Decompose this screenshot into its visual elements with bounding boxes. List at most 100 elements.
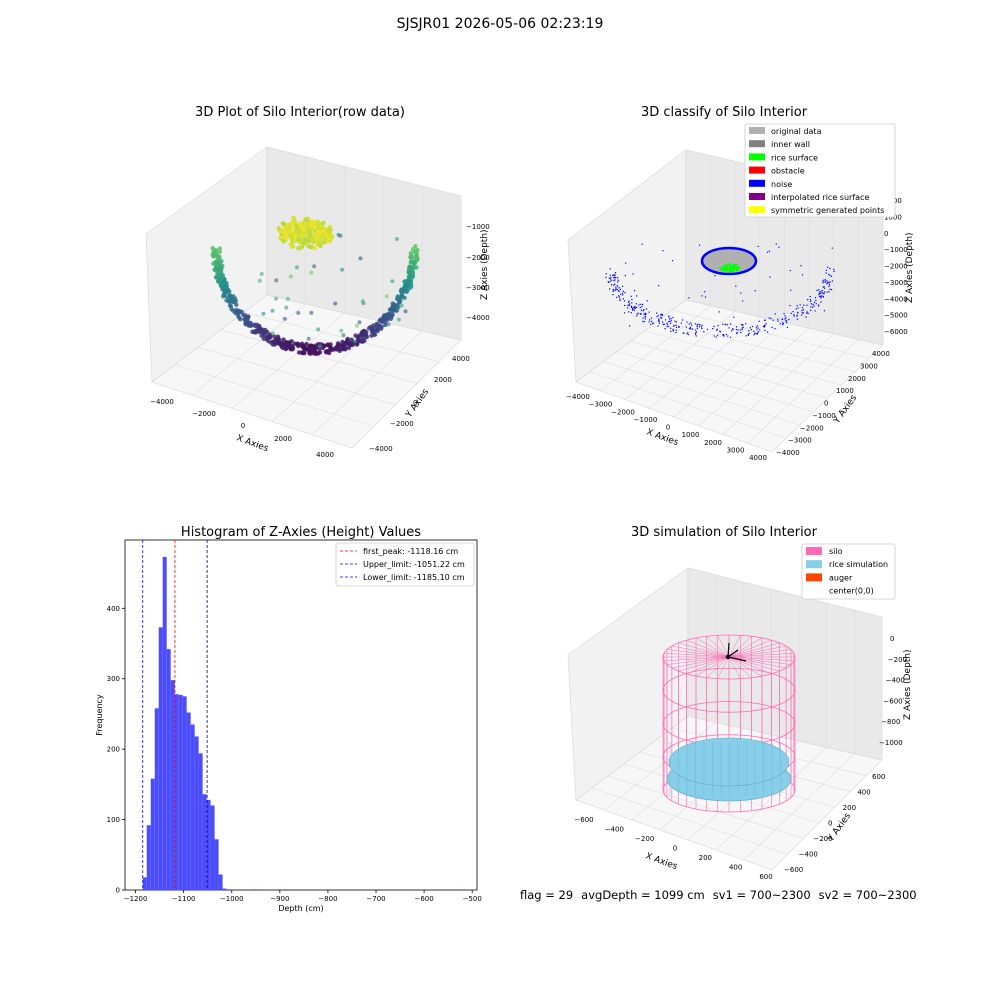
histogram-bar [210, 805, 215, 890]
noise-point [643, 321, 645, 323]
rice-surface-point [736, 268, 739, 271]
classify-3d-xtick: −3000 [589, 401, 613, 409]
noise-point [621, 285, 624, 287]
classify-legend-swatch [749, 166, 765, 174]
raw-data-point [414, 252, 419, 257]
noise-point [695, 329, 697, 331]
noise-point [688, 327, 691, 330]
noise-point [828, 285, 830, 287]
raw-data-point [402, 279, 407, 284]
raw-surface-point [294, 228, 300, 233]
classify-3d-legend: original data inner wall rice surface obsta… [744, 123, 896, 218]
noise-point [825, 272, 827, 274]
raw-data-point [358, 256, 363, 261]
raw-data-point [296, 310, 301, 315]
noise-point [819, 295, 821, 297]
raw-data-point [346, 345, 352, 351]
raw-data-point [317, 344, 322, 349]
noise-point [619, 299, 621, 302]
noise-point [741, 327, 743, 329]
noise-point [640, 312, 642, 315]
noise-point [652, 322, 654, 325]
noise-point [620, 293, 622, 295]
noise-point [674, 320, 676, 322]
raw-surface-point [306, 238, 311, 244]
noise-point [801, 307, 803, 309]
noise-point [810, 303, 812, 305]
noise-point [713, 335, 715, 337]
histogram-bar [146, 825, 151, 890]
raw-surface-point [315, 229, 321, 235]
noise-point [766, 251, 769, 253]
floor-gridline [197, 346, 396, 406]
raw-data-point [302, 350, 307, 356]
noise-point [698, 326, 701, 328]
histogram-bar [222, 888, 227, 890]
raw-3d-xtick: −4000 [150, 398, 174, 406]
raw-data-point [252, 330, 257, 335]
noise-point [818, 293, 820, 295]
raw-data-point [384, 315, 389, 321]
noise-point [641, 243, 643, 245]
rice-surface-point [719, 266, 722, 269]
classify-legend-swatch [749, 179, 765, 187]
noise-point [757, 331, 760, 333]
raw-data-point [236, 315, 242, 320]
simulation-rice-surface [666, 737, 792, 802]
raw-data-point [377, 318, 382, 324]
noise-point [609, 274, 611, 276]
histogram-ytick-label: 0 [116, 887, 120, 895]
noise-point [796, 318, 798, 320]
noise-point [756, 333, 758, 335]
silo-roof-wire [671, 645, 730, 658]
simulation-3d-ylabel: Y Axies [826, 811, 854, 844]
noise-point [701, 324, 703, 327]
classify-legend-label: obstacle [771, 167, 805, 176]
histogram-bar [170, 680, 175, 890]
noise-point [641, 303, 644, 306]
raw-data-point [387, 307, 393, 312]
status-sv2: sv2 = 700~2300 [818, 888, 917, 902]
histogram-bar [198, 753, 203, 890]
noise-point [664, 319, 667, 321]
raw-data-point [411, 259, 417, 265]
noise-point [764, 324, 766, 326]
histogram-bar [218, 874, 223, 890]
noise-point [660, 317, 663, 319]
simulation-legend-frame [801, 543, 896, 600]
raw-data-point [276, 340, 281, 346]
floor-gridline [698, 327, 810, 426]
noise-point [796, 315, 798, 317]
noise-point [644, 316, 647, 318]
simulation-3d-xtick: 0 [673, 845, 677, 853]
noise-point [749, 327, 751, 329]
simulation-3d-ztick: −800 [881, 718, 900, 726]
noise-point [643, 309, 645, 311]
raw-data-point [266, 338, 271, 344]
noise-point [614, 283, 616, 285]
noise-point [757, 245, 759, 248]
noise-point [735, 328, 737, 331]
raw-3d-xtick: −2000 [192, 410, 216, 418]
raw-data-point [369, 329, 375, 334]
noise-point [607, 281, 609, 283]
noise-point [670, 320, 672, 322]
silo-roof-wire [695, 637, 730, 658]
classify-3d-ztick: −2000 [884, 263, 908, 271]
noise-point [678, 326, 680, 328]
raw-data-point [284, 305, 289, 310]
raw-3d-xtick: 2000 [274, 435, 292, 443]
classify-3d-ztick: −1000 [884, 246, 908, 254]
noise-point [608, 281, 610, 284]
noise-point [686, 321, 688, 323]
raw-surface-point [278, 229, 283, 234]
raw-data-point [394, 237, 399, 242]
noise-point [627, 304, 629, 306]
raw-data-point [316, 327, 321, 332]
raw-data-point [211, 254, 216, 259]
histogram-bar [166, 649, 171, 890]
noise-point [775, 243, 777, 245]
histogram-legend-frame [335, 542, 475, 587]
raw-data-point [270, 339, 276, 344]
raw-surface-point [311, 234, 317, 239]
